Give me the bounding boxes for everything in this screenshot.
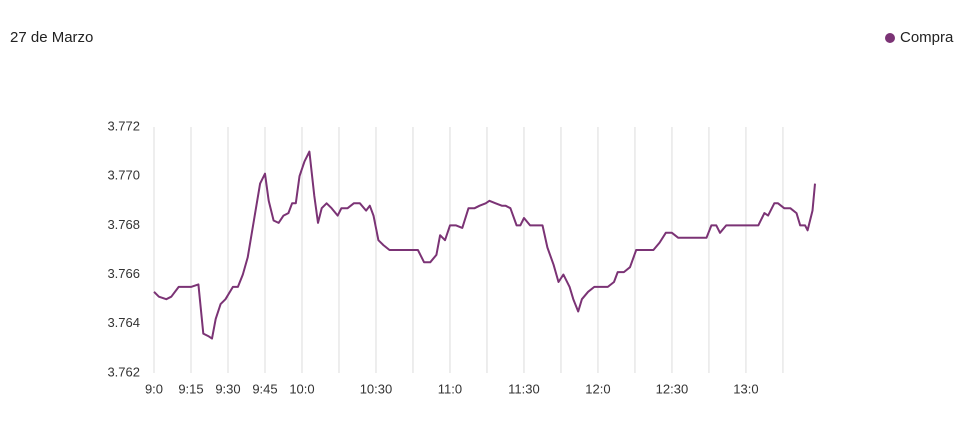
- x-tick-label: 10:0: [289, 381, 314, 396]
- x-tick-label: 11:0: [438, 381, 462, 396]
- chart-title: 27 de Marzo: [10, 29, 93, 46]
- x-tick-label: 11:30: [508, 381, 540, 396]
- y-tick-label: 3.768: [107, 217, 140, 232]
- y-tick-label: 3.766: [107, 266, 140, 281]
- y-tick-label: 3.772: [107, 118, 140, 133]
- legend-label: Compra: [900, 29, 954, 46]
- legend-marker: [885, 33, 895, 43]
- x-tick-label: 10:30: [360, 381, 393, 396]
- y-tick-label: 3.764: [107, 315, 140, 330]
- x-tick-label: 9:15: [178, 381, 203, 396]
- x-tick-label: 9:0: [145, 381, 163, 396]
- y-tick-label: 3.770: [107, 168, 140, 183]
- x-tick-label: 13:0: [733, 381, 758, 396]
- x-tick-label: 9:45: [252, 381, 277, 396]
- y-tick-label: 3.762: [107, 364, 140, 379]
- x-tick-label: 9:30: [215, 381, 240, 396]
- data-line: [153, 150, 816, 340]
- x-tick-label: 12:0: [585, 381, 610, 396]
- x-tick-label: 12:30: [656, 381, 689, 396]
